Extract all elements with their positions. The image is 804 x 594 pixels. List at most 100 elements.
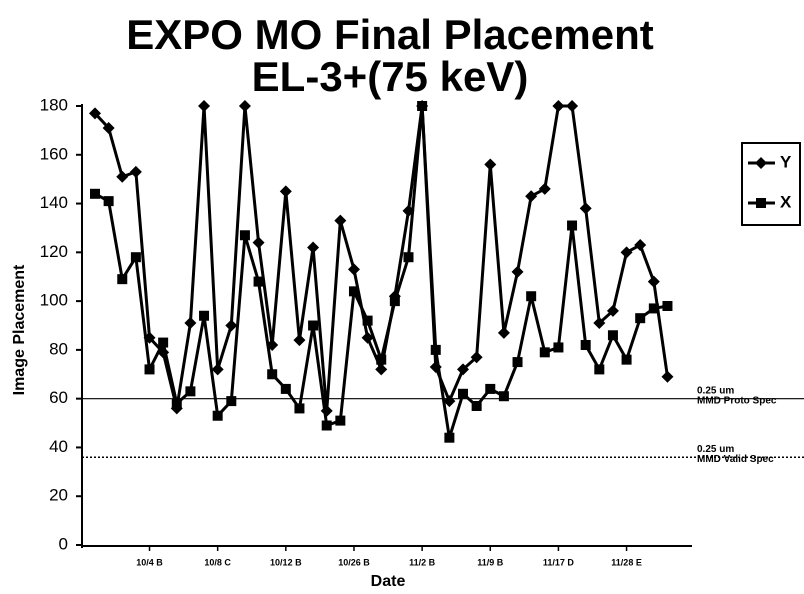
data-point xyxy=(185,386,196,397)
data-point xyxy=(279,185,292,198)
data-point xyxy=(212,410,223,421)
data-point xyxy=(389,296,400,307)
data-point xyxy=(471,400,482,411)
data-point xyxy=(552,100,565,112)
data-point xyxy=(280,383,291,394)
legend-box xyxy=(741,142,801,226)
reference-label: MMD Proto Spec xyxy=(697,395,777,406)
x-tick-label: 10/12 B xyxy=(270,557,302,567)
x-tick-label: 11/17 D xyxy=(543,557,575,567)
x-tick-label: 11/2 B xyxy=(409,557,436,567)
data-point xyxy=(348,286,359,297)
data-point xyxy=(553,342,564,353)
data-point xyxy=(199,310,210,321)
data-point xyxy=(661,370,674,383)
data-point xyxy=(171,398,182,409)
data-point xyxy=(485,383,496,394)
data-point xyxy=(567,220,578,231)
data-point xyxy=(417,101,428,111)
data-point xyxy=(184,317,197,330)
data-point xyxy=(458,388,469,399)
y-tick-label: 140 xyxy=(40,193,68,212)
y-tick-label: 0 xyxy=(59,534,68,553)
data-point xyxy=(444,432,455,443)
data-point xyxy=(594,364,605,375)
y-tick-label: 60 xyxy=(49,388,68,407)
data-point xyxy=(621,354,632,365)
data-point xyxy=(89,107,101,120)
y-tick-label: 20 xyxy=(49,486,68,505)
data-point xyxy=(539,347,550,358)
reference-label: 0.25 um xyxy=(697,444,734,455)
data-point xyxy=(252,236,265,249)
data-point xyxy=(293,334,306,347)
data-point xyxy=(307,241,320,254)
data-point xyxy=(497,326,510,339)
data-point xyxy=(512,357,523,368)
legend-label: Y xyxy=(780,152,792,171)
x-tick-label: 11/9 B xyxy=(477,557,504,567)
data-point xyxy=(403,252,414,263)
data-point xyxy=(484,158,497,171)
data-point xyxy=(158,337,169,348)
data-point xyxy=(648,303,659,314)
data-point xyxy=(130,252,141,263)
legend-marker xyxy=(756,198,766,208)
data-point xyxy=(526,291,537,302)
data-point xyxy=(607,330,618,341)
data-point xyxy=(376,354,387,365)
data-point xyxy=(430,344,441,355)
x-tick-label: 10/4 B xyxy=(136,557,163,567)
y-tick-label: 180 xyxy=(40,95,68,114)
data-point xyxy=(620,246,633,259)
data-point xyxy=(362,315,373,326)
y-tick-label: 80 xyxy=(49,339,68,358)
data-point xyxy=(129,165,142,178)
data-point xyxy=(321,420,332,431)
y-tick-label: 40 xyxy=(49,437,68,456)
legend-label: X xyxy=(780,192,792,211)
x-tick-label: 10/8 C xyxy=(204,557,231,567)
data-point xyxy=(102,121,115,134)
data-point xyxy=(116,170,129,183)
reference-label: MMD Valid Spec xyxy=(697,454,774,465)
data-point xyxy=(294,403,305,414)
data-point xyxy=(238,100,251,112)
data-point xyxy=(511,265,524,278)
data-point xyxy=(211,363,224,376)
data-point xyxy=(308,320,319,331)
data-point xyxy=(457,363,470,376)
data-point xyxy=(606,304,619,317)
data-point xyxy=(566,100,579,112)
x-tick-label: 11/28 E xyxy=(611,557,642,567)
data-point xyxy=(267,369,278,380)
data-point xyxy=(635,313,646,324)
chart-subtitle: EL-3+(75 keV) xyxy=(252,53,529,100)
data-point xyxy=(226,396,237,407)
data-point xyxy=(525,190,538,203)
data-point xyxy=(335,415,346,426)
data-point xyxy=(634,239,647,252)
data-point xyxy=(580,340,591,351)
data-point xyxy=(375,363,388,376)
data-point xyxy=(538,182,551,195)
y-tick-label: 160 xyxy=(40,144,68,163)
data-point xyxy=(253,276,264,287)
x-tick-label: 10/26 B xyxy=(338,557,370,567)
y-tick-label: 120 xyxy=(40,242,68,261)
data-point xyxy=(117,274,128,285)
x-axis-label: Date xyxy=(371,573,406,590)
legend-marker xyxy=(755,157,767,169)
reference-label: 0.25 um xyxy=(697,385,734,396)
data-point xyxy=(90,188,100,199)
data-point xyxy=(144,364,155,375)
data-point xyxy=(225,319,238,332)
data-point xyxy=(579,202,592,215)
data-point xyxy=(347,263,360,276)
chart-title: EXPO MO Final Placement xyxy=(126,11,653,58)
data-point xyxy=(593,317,606,330)
data-point xyxy=(239,230,250,241)
data-point xyxy=(334,214,347,227)
y-tick-label: 100 xyxy=(40,291,68,310)
